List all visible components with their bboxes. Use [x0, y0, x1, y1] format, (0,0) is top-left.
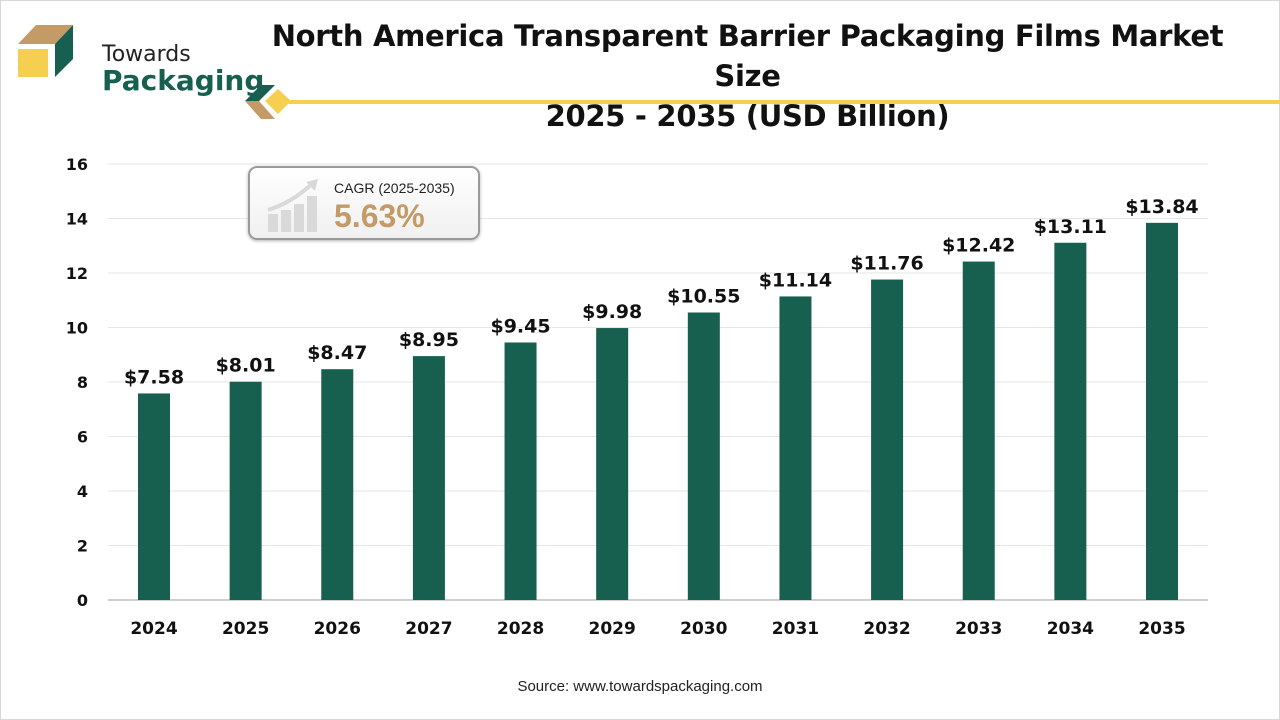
- data-label-2035: $13.84: [1125, 196, 1198, 218]
- brand-line2: Packaging: [102, 64, 265, 97]
- title-line1: North America Transparent Barrier Packag…: [271, 19, 1224, 93]
- data-label-2027: $8.95: [399, 329, 459, 351]
- bar-2031: [779, 296, 812, 600]
- bar-2035: [1146, 222, 1178, 601]
- bar-2024: [138, 393, 170, 600]
- data-label-2025: $8.01: [216, 355, 276, 377]
- brand-line1: Towards: [102, 42, 191, 67]
- bar-2025: [229, 381, 262, 600]
- x-tick-label-2032: 2032: [863, 619, 910, 639]
- x-tick-label-2026: 2026: [314, 619, 361, 639]
- bar-2029: [596, 328, 629, 600]
- y-tick-label: 14: [66, 210, 88, 229]
- y-tick-label: 2: [77, 537, 88, 556]
- y-tick-label: 12: [66, 264, 88, 283]
- x-tick-label-2031: 2031: [772, 619, 819, 639]
- x-tick-label-2035: 2035: [1138, 619, 1185, 639]
- data-label-2024: $7.58: [124, 366, 184, 388]
- data-label-2030: $10.55: [667, 286, 740, 308]
- data-label-2031: $11.14: [759, 269, 832, 291]
- x-tick-label-2034: 2034: [1047, 619, 1094, 639]
- source-note: Source: www.towardspackaging.com: [517, 678, 763, 695]
- bar-2030: [687, 312, 720, 600]
- y-tick-label: 6: [77, 428, 88, 447]
- y-tick-label: 8: [77, 373, 88, 392]
- diamond-arrow-icon: [245, 85, 291, 119]
- bar-2026: [321, 369, 354, 600]
- y-tick-label: 16: [66, 155, 88, 174]
- bar-2028: [504, 342, 537, 600]
- cagr-box: CAGR (2025-2035) 5.63%: [248, 166, 480, 240]
- bar-2034: [1054, 242, 1087, 600]
- data-label-2026: $8.47: [307, 342, 367, 364]
- data-label-2029: $9.98: [582, 301, 642, 323]
- chart-title: North America Transparent Barrier Packag…: [270, 16, 1225, 136]
- x-tick-label-2033: 2033: [955, 619, 1002, 639]
- data-label-2032: $11.76: [850, 253, 923, 275]
- brand-logo: Towards Packaging: [18, 22, 264, 97]
- bar-2027: [412, 356, 445, 600]
- x-tick-label-2024: 2024: [130, 619, 177, 639]
- x-tick-label-2028: 2028: [497, 619, 544, 639]
- x-tick-label-2025: 2025: [222, 619, 269, 639]
- data-label-2034: $13.11: [1034, 216, 1107, 238]
- cagr-value: 5.63%: [334, 198, 425, 234]
- x-tick-label-2030: 2030: [680, 619, 727, 639]
- data-label-2028: $9.45: [490, 315, 550, 337]
- y-tick-label: 0: [77, 591, 88, 610]
- data-label-2033: $12.42: [942, 235, 1015, 257]
- y-tick-label: 10: [66, 319, 88, 338]
- x-tick-label-2029: 2029: [589, 619, 636, 639]
- cagr-label: CAGR (2025-2035): [334, 180, 455, 196]
- bar-chart-growth-arrow-icon: [267, 179, 318, 232]
- box-logo-icon: [18, 25, 73, 77]
- y-tick-label: 4: [77, 482, 88, 501]
- bar-2033: [962, 261, 995, 600]
- title-line2: 2025 - 2035 (USD Billion): [545, 99, 950, 133]
- bar-2032: [871, 279, 904, 600]
- x-tick-label-2027: 2027: [405, 619, 452, 639]
- title-underline: [285, 100, 1280, 104]
